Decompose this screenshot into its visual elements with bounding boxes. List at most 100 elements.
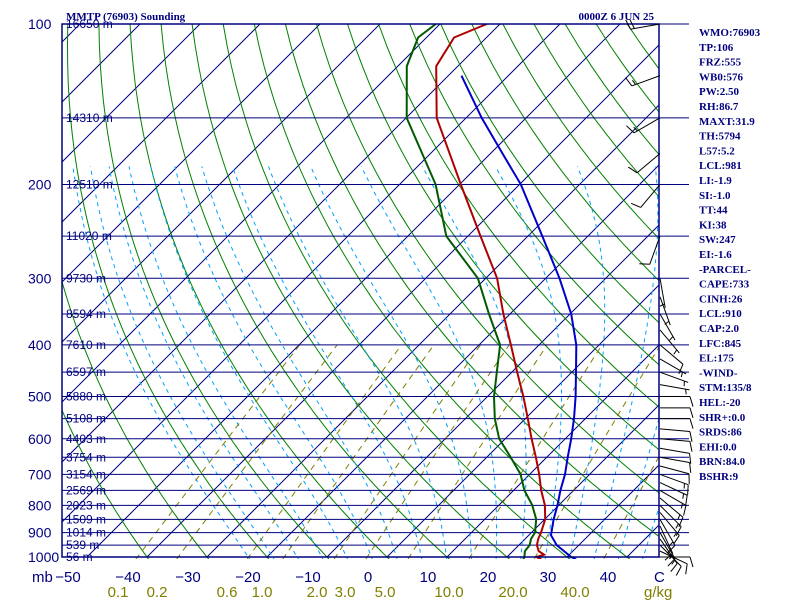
isotherm-line	[567, 24, 800, 557]
wind-barb	[660, 490, 686, 515]
temperature-tick-label: 20	[480, 569, 497, 586]
index-line: -WIND-	[699, 367, 738, 379]
wind-barb	[660, 345, 683, 374]
mixing-ratio-tick-label: 5.0	[375, 584, 396, 600]
mixing-ratio-lines	[129, 345, 722, 568]
index-line: CAP:2.0	[699, 323, 740, 335]
wind-barb-half-flag	[686, 389, 687, 394]
wind-barb-flag	[668, 559, 675, 567]
index-line: KI:38	[699, 219, 727, 231]
index-line: CINH:26	[699, 293, 743, 305]
height-label: 9730 m	[66, 271, 106, 285]
wind-barb	[660, 439, 692, 452]
wind-barb-shaft	[637, 154, 660, 173]
wind-barb	[660, 397, 693, 407]
wind-barb-flag	[688, 485, 689, 495]
dry-adiabat-line	[472, 24, 800, 568]
mixing-ratio-tick-label: 1.0	[252, 584, 273, 600]
index-line: SI:-1.0	[699, 190, 731, 202]
index-line: RH:86.7	[699, 101, 739, 113]
wind-barb	[660, 385, 690, 395]
wind-barb	[626, 76, 660, 86]
sounding-profiles	[407, 24, 577, 560]
wind-barb-half-flag	[669, 337, 673, 341]
dry-adiabat-line	[565, 24, 800, 568]
wind-barb-shaft	[660, 448, 690, 453]
dry-adiabat-line	[752, 24, 800, 568]
wind-barb	[660, 330, 679, 354]
dry-adiabat-line	[783, 24, 800, 568]
wind-barb-flag	[626, 78, 632, 86]
mixing-ratio-tick-label: 40.0	[560, 584, 589, 600]
mixing-ratio-line	[170, 345, 337, 568]
index-line: L57:5.2	[699, 145, 735, 157]
index-line: EHI:0.0	[699, 441, 737, 453]
wind-barb-flag	[676, 566, 681, 575]
wind-barb-flag	[690, 453, 691, 463]
index-line: LCL:981	[699, 160, 742, 172]
pressure-tick-label: 100	[28, 16, 52, 32]
mixing-ratio-tick-label: 0.6	[217, 584, 238, 600]
temperature-tick-label: −50	[55, 569, 80, 586]
isotherm-line	[747, 24, 800, 557]
indices-panel: WMO:76903TP:106FRZ:555WB0:576PW:2.50RH:8…	[699, 27, 761, 483]
pressure-tick-label: 500	[28, 389, 52, 405]
wind-barb-flag	[684, 505, 686, 515]
wind-barb	[660, 505, 681, 535]
dry-adiabat-lines	[1, 24, 800, 568]
pressure-tick-label: 600	[28, 431, 52, 447]
height-label: 6597 m	[66, 365, 106, 379]
mixing-ratio-tick-label: 2.0	[307, 584, 328, 600]
mixing-ratio-tick-label: 10.0	[434, 584, 463, 600]
height-label: 12510 m	[66, 177, 113, 191]
wind-barb-flag	[690, 462, 691, 472]
wind-barb-half-flag	[678, 515, 680, 520]
index-line: EI:-1.6	[699, 249, 732, 261]
index-line: SRDS:86	[699, 427, 742, 439]
height-label: 1509 m	[66, 512, 106, 526]
saturated-adiabat-line	[91, 166, 280, 568]
wind-barb	[660, 419, 693, 429]
wind-barb	[660, 372, 688, 386]
index-line: FRZ:555	[699, 57, 742, 69]
pressure-tick-label: 900	[28, 525, 52, 541]
index-line: EL:175	[699, 353, 734, 365]
index-line: LCL:910	[699, 308, 742, 320]
mixing-ratio-tick-label: 20.0	[498, 584, 527, 600]
index-line: LI:-1.9	[699, 175, 732, 187]
chart-time: 0000Z 6 JUN 25	[579, 11, 655, 23]
dry-adiabat-line	[99, 24, 338, 568]
mixing-ratio-tick-label: 0.2	[147, 584, 168, 600]
pressure-tick-label: 400	[28, 337, 52, 353]
index-line: TP:106	[699, 42, 734, 54]
temperature-tick-label: 30	[540, 569, 557, 586]
wind-barb-flag	[686, 564, 688, 574]
wind-barb-shaft	[660, 466, 689, 474]
index-line: TT:44	[699, 205, 728, 217]
mixing-ratio-unit-label: g/kg	[644, 584, 672, 600]
height-label: 3754 m	[66, 450, 106, 464]
isotherm-line	[0, 24, 20, 557]
wind-barb-shaft	[630, 24, 660, 29]
mixing-ratio-tick-label: 3.0	[335, 584, 356, 600]
temperature-tick-label: 0	[364, 569, 372, 586]
index-line: BSHR:9	[699, 471, 739, 483]
height-label: 11020 m	[66, 229, 112, 243]
index-line: WMO:76903	[699, 27, 761, 39]
wind-barb	[660, 297, 670, 325]
wind-barb-flag	[690, 557, 693, 567]
wind-barb-flag	[686, 495, 688, 505]
wind-barb-half-flag	[681, 372, 682, 377]
index-line: CAPE:733	[699, 279, 750, 291]
height-label: 2023 m	[66, 498, 106, 512]
wind-barb-shaft	[634, 118, 660, 133]
isotherm-lines	[0, 24, 800, 557]
height-label: 56 m	[66, 550, 93, 564]
pressure-tick-label: 700	[28, 466, 52, 482]
temperature-tick-label: 40	[600, 569, 617, 586]
wind-barb	[660, 483, 687, 506]
isotherm-line	[27, 24, 560, 557]
height-label: 14310 m	[66, 111, 113, 125]
wind-barb-flag	[626, 126, 634, 133]
